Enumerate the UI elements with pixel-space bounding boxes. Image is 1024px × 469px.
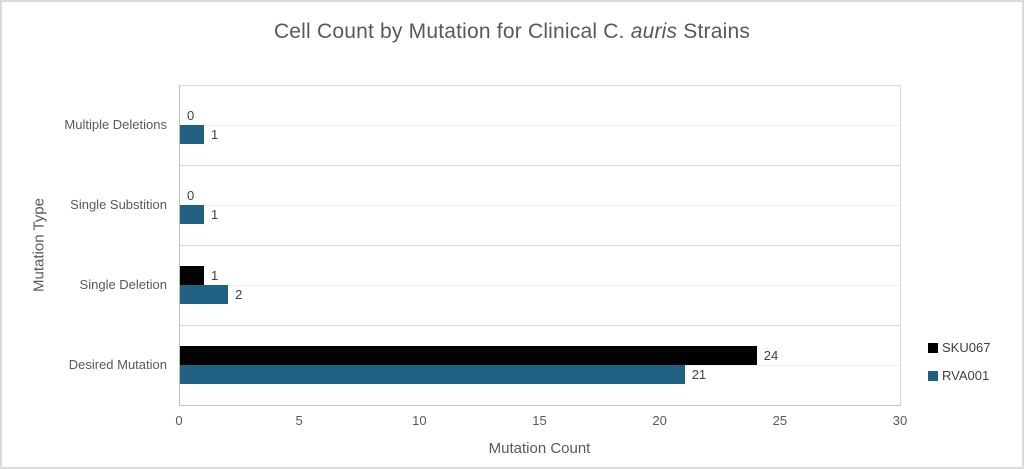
chart-title-text: Cell Count by Mutation for Clinical C. (273, 20, 631, 43)
category-label: Desired Mutation (68, 357, 167, 372)
gridline-vertical-max (900, 85, 901, 405)
gridline-horizontal (180, 165, 901, 166)
legend-swatch (928, 342, 938, 353)
legend-item-rva001: RVA001 (928, 364, 990, 387)
chart-title-italic: auris (630, 20, 678, 43)
data-label: 1 (211, 268, 219, 283)
x-axis-title: Mutation Count (488, 440, 591, 457)
gridline-horizontal (180, 325, 901, 326)
chart-title: Cell Count by Mutation for Clinical C. a… (2, 20, 1022, 44)
bar-rva001 (180, 365, 685, 384)
bar-rva001 (180, 205, 205, 224)
data-label: 2 (235, 287, 243, 302)
bar-sku067 (180, 346, 757, 365)
category-label: Single Deletion (79, 277, 167, 292)
x-tick-label: 0 (175, 413, 183, 428)
gridline-horizontal (180, 85, 901, 86)
x-tick-label: 25 (772, 413, 788, 428)
data-label: 21 (691, 367, 707, 382)
x-tick-label: 15 (532, 413, 547, 428)
data-label: 24 (763, 348, 779, 363)
gridline-horizontal (180, 245, 901, 246)
x-tick-label: 10 (412, 413, 427, 428)
gridline-horizontal (180, 285, 901, 286)
x-tick-label: 30 (892, 413, 908, 428)
x-tick-label: 5 (295, 413, 303, 428)
data-label: 1 (211, 207, 219, 222)
data-label: 0 (187, 108, 195, 123)
bar-rva001 (180, 285, 229, 304)
gridline-horizontal (180, 205, 901, 206)
data-label: 0 (187, 188, 195, 203)
x-tick-label: 20 (652, 413, 667, 428)
bar-sku067 (180, 266, 205, 285)
legend-label: SKU067 (942, 340, 991, 355)
chart-title-suffix: Strains (677, 20, 751, 43)
bar-rva001 (180, 125, 205, 144)
legend-item-sku067: SKU067 (928, 336, 990, 359)
legend: SKU067 RVA001 (928, 336, 990, 392)
data-label: 1 (211, 127, 219, 142)
gridline-horizontal (180, 125, 901, 126)
legend-label: RVA001 (942, 368, 990, 383)
plot-area: 0 1 0 1 1 2 24 21 (179, 85, 901, 406)
category-label: Multiple Deletions (64, 117, 167, 132)
category-label: Single Substition (70, 197, 167, 212)
legend-swatch (928, 370, 938, 381)
